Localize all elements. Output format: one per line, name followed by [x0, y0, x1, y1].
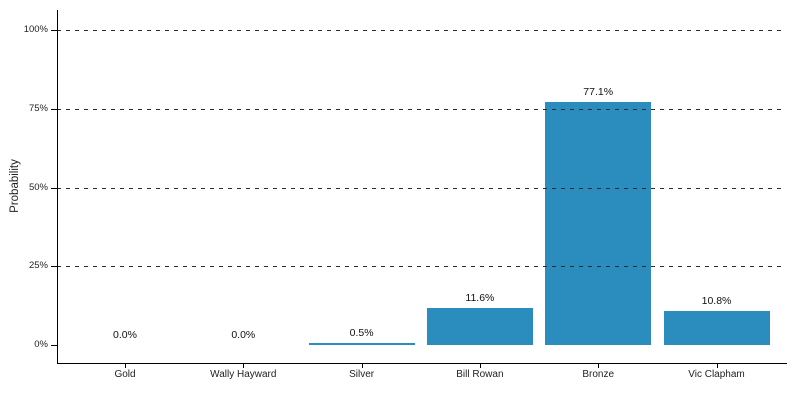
bar-value-label: 10.8% — [701, 294, 732, 307]
y-axis-label: Probability — [9, 159, 21, 213]
y-tick-mark — [51, 345, 57, 346]
x-tick-mark — [243, 363, 245, 368]
x-tick-mark — [479, 363, 481, 368]
x-tick-mark — [361, 363, 363, 368]
gridline-75 — [57, 108, 783, 110]
x-tick-label: Gold — [114, 369, 136, 380]
x-tick-label: Silver — [349, 369, 375, 380]
bar-value-label: 0.0% — [113, 329, 137, 341]
y-tick-label: 100% — [23, 24, 48, 35]
gridline-100 — [57, 30, 783, 31]
x-tick-mark — [716, 363, 718, 368]
bar-value-label: 0.0% — [231, 329, 256, 341]
gridline-25 — [57, 266, 783, 268]
bar-vic-clapham — [663, 310, 770, 345]
x-tick-mark — [598, 363, 600, 368]
y-tick-label: 25% — [28, 260, 48, 272]
x-axis-line — [57, 363, 787, 364]
x-tick-label: Vic Clapham — [688, 369, 745, 380]
x-tick-mark — [125, 363, 126, 368]
bar-value-label: 77.1% — [583, 86, 614, 99]
bar-value-label: 11.6% — [465, 292, 495, 305]
y-tick-label: 0% — [34, 339, 48, 350]
y-tick-label: 75% — [28, 102, 48, 114]
y-tick-mark — [51, 108, 57, 110]
bar-value-label: 0.5% — [349, 327, 374, 340]
y-axis-line — [57, 10, 58, 363]
gridline-50 — [57, 187, 783, 189]
y-tick-mark — [51, 187, 57, 189]
x-tick-label: Bill Rowan — [456, 369, 504, 380]
x-tick-label: Wally Hayward — [210, 369, 277, 380]
y-tick-mark — [51, 30, 57, 31]
y-tick-label: 50% — [28, 181, 48, 193]
bar-bronze — [545, 102, 652, 345]
x-tick-label: Bronze — [582, 369, 615, 380]
bar-silver — [308, 343, 415, 345]
y-tick-mark — [51, 266, 57, 268]
bar-bill-rowan — [426, 308, 533, 345]
